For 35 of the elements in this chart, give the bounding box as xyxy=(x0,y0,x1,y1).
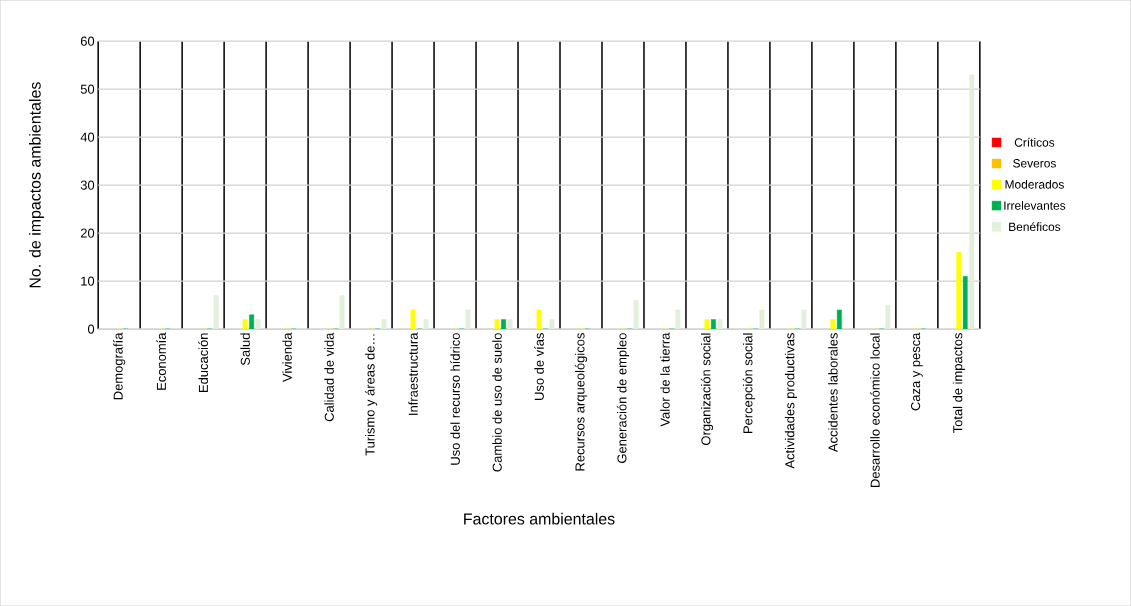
y-tick-label: 20 xyxy=(80,228,95,238)
x-tick-label: Calidad de vida xyxy=(324,332,334,422)
x-tick-label: Infraestructura xyxy=(408,332,418,415)
x-tick-label: Percepción social xyxy=(742,333,756,433)
legend-label: Benéficos xyxy=(1009,222,1061,231)
legend-label: Irrelevantes xyxy=(1004,200,1066,210)
x-tick-label: Recursos arqueológicos xyxy=(574,333,588,471)
y-axis-title: No. de impactos ambientales xyxy=(29,82,44,288)
y-tick-label: 0 xyxy=(87,324,95,334)
legend-label: Críticos xyxy=(1014,137,1055,147)
y-tick-label: 30 xyxy=(80,180,95,190)
y-tick-label: 50 xyxy=(80,84,95,94)
x-tick-label: Turismo y áreas de… xyxy=(364,334,378,456)
x-tick-label: Cambio de uso de suelo xyxy=(492,333,502,472)
x-tick-label: Vivienda xyxy=(282,332,292,382)
x-axis-title: Factores ambientales xyxy=(464,512,615,525)
x-tick-label: Desarrollo económico local xyxy=(870,333,880,487)
legend-label: Moderados xyxy=(1005,179,1064,189)
y-tick-label: 60 xyxy=(80,36,95,46)
x-tick-label: Salud xyxy=(240,333,250,366)
x-tick-label: Actividades productivas xyxy=(784,333,797,469)
y-tick-label: 40 xyxy=(80,132,95,142)
x-tick-label: Accidentes laborales xyxy=(828,333,838,452)
x-tick-label: Uso de vías xyxy=(534,332,544,400)
x-tick-label: Total de impactos xyxy=(952,333,965,433)
x-tick-label: Educación xyxy=(198,333,208,392)
x-tick-label: Valor de la tierra xyxy=(660,332,670,427)
x-tick-label: Demografía xyxy=(113,332,126,400)
x-tick-label: Organización social xyxy=(700,333,714,445)
x-tick-label: Caza y pesca xyxy=(911,332,923,411)
y-tick-label: 10 xyxy=(81,276,95,286)
x-tick-label: Economía xyxy=(156,332,166,390)
x-tick-label: Generación de empleo xyxy=(616,333,630,463)
x-tick-label: Uso del recurso hídrico xyxy=(450,333,460,465)
legend-label: Severos xyxy=(1013,159,1056,168)
